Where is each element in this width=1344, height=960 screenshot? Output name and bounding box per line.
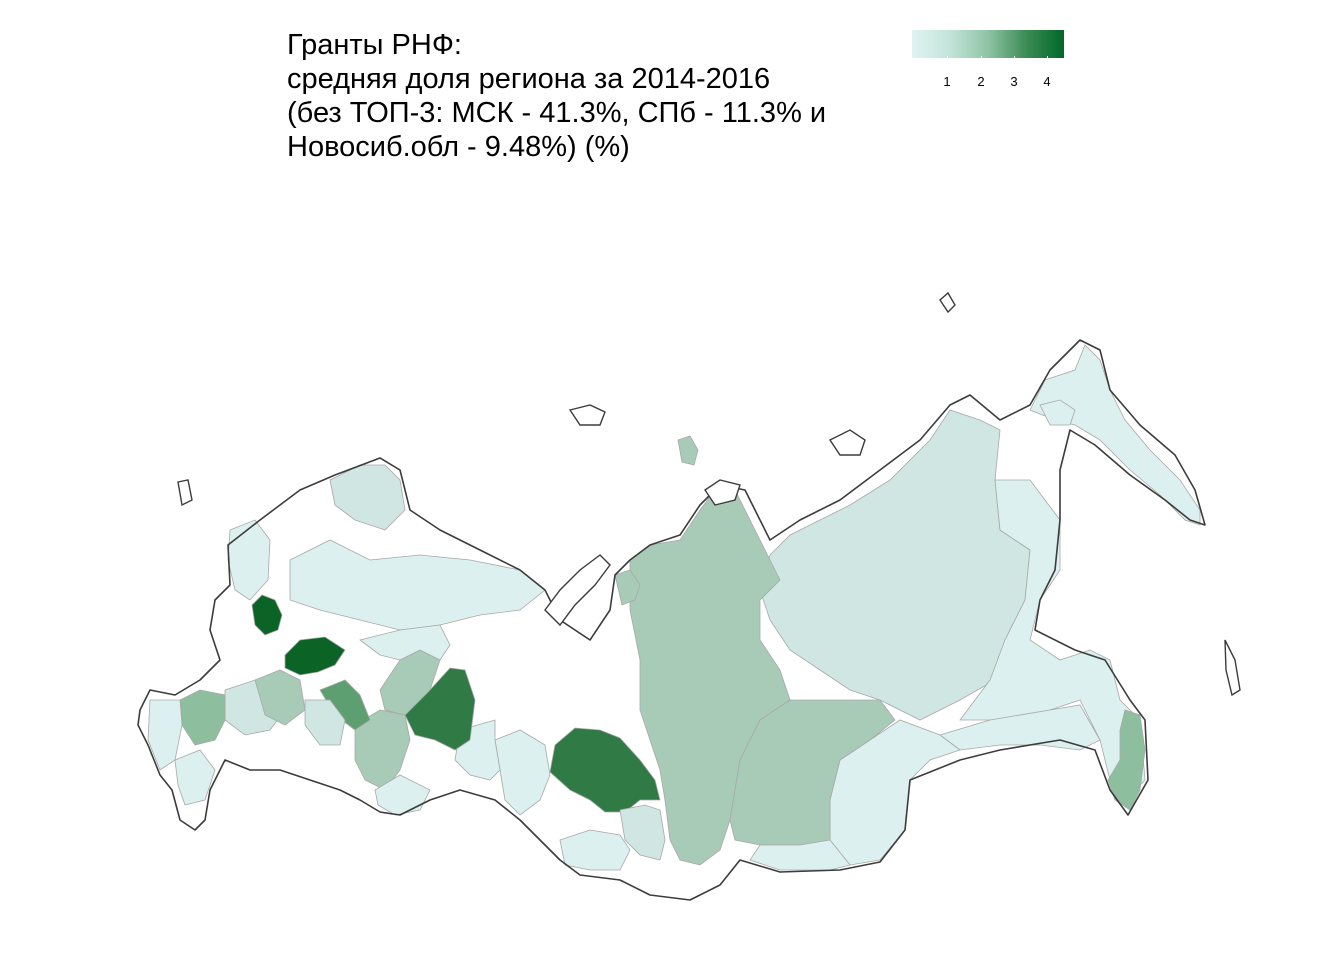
legend-color-bar	[912, 30, 1064, 58]
legend-tick-label: 4	[1043, 74, 1051, 89]
island-kaliningrad	[177, 479, 193, 507]
region-yamal[interactable]	[614, 569, 641, 606]
region-karelia[interactable]	[227, 519, 271, 601]
title-line-2: средняя доля региона за 2014-2016	[287, 63, 771, 95]
title-line-4: Новосиб.обл - 9.48%) (%)	[287, 131, 630, 163]
region-komi[interactable]	[359, 624, 451, 661]
region-kemerovo[interactable]	[619, 804, 666, 861]
region-tomsk[interactable]	[549, 727, 661, 813]
region-bashkortostan[interactable]	[354, 709, 411, 791]
legend-tick-mark	[981, 56, 982, 60]
legend-tick-label: 2	[977, 74, 985, 89]
region-taimyr-island[interactable]	[677, 435, 699, 466]
region-samara[interactable]	[304, 699, 346, 746]
region-altai[interactable]	[559, 829, 631, 871]
legend-tick-label: 3	[1010, 74, 1018, 89]
island-wrangel	[939, 291, 956, 314]
island-severnaya-zemlya	[704, 479, 741, 506]
region-sverdlovsk[interactable]	[404, 667, 476, 751]
region-buryatia[interactable]	[749, 839, 851, 871]
region-south-2[interactable]	[174, 749, 216, 806]
region-amur[interactable]	[939, 704, 1101, 751]
region-murmansk[interactable]	[329, 464, 406, 531]
country-border	[137, 339, 1206, 901]
region-sakhalin[interactable]	[1039, 399, 1076, 426]
title-line-1: Гранты РНФ:	[287, 29, 462, 61]
legend-tick-label: 1	[943, 74, 951, 89]
legend-tick-mark	[1047, 56, 1048, 60]
region-orenburg[interactable]	[374, 774, 431, 816]
region-moscow-oblast[interactable]	[251, 594, 283, 636]
region-voronezh[interactable]	[179, 689, 226, 746]
region-omsk[interactable]	[494, 729, 551, 816]
region-yakutia[interactable]	[759, 409, 1031, 721]
region-irkutsk[interactable]	[729, 699, 896, 846]
region-arkhangelsk[interactable]	[289, 539, 546, 631]
region-primorye[interactable]	[1107, 709, 1146, 811]
island-franz-josef	[568, 404, 606, 426]
island-new-siberian	[828, 429, 866, 456]
island-novaya-zemlya	[544, 554, 611, 627]
legend-tick-mark	[1014, 56, 1015, 60]
legend-tick-mark	[947, 56, 948, 60]
color-legend: 1 2 3 4	[912, 30, 1064, 92]
map-title: Гранты РНФ: средняя доля региона за 2014…	[287, 28, 907, 164]
island-kuril	[1224, 639, 1241, 697]
region-chukotka[interactable]	[1029, 344, 1201, 526]
region-nizhny[interactable]	[284, 636, 346, 676]
title-line-3: (без ТОП-3: МСК - 41.3%, СПб - 11.3% и	[287, 97, 827, 129]
